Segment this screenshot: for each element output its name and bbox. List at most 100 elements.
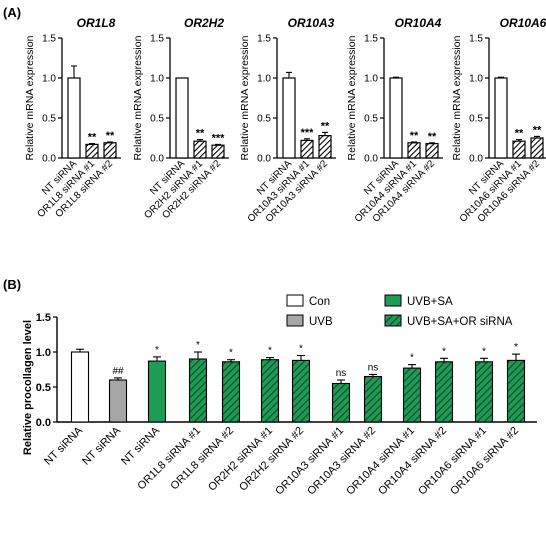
y-tick-label: 0.0 bbox=[150, 154, 164, 165]
y-axis-label: Relative mRNA expression bbox=[239, 35, 251, 160]
y-axis-label: Relative mRNA expression bbox=[24, 35, 36, 160]
y-tick-label: 0.0 bbox=[42, 154, 56, 165]
chart-or1l8: OR1L8 Relative mRNA expression 0.0 0.5 1.0 1.… bbox=[24, 16, 121, 220]
significance-label: ## bbox=[112, 366, 124, 377]
chart-title: OR10A6 bbox=[500, 16, 546, 30]
chart-or2h2: OR2H2 Relative mRNA expression 0.0 0.5 1.0 1.… bbox=[132, 16, 229, 221]
significance-label: * bbox=[299, 344, 303, 355]
chart-title: OR1L8 bbox=[77, 16, 116, 30]
bar bbox=[318, 135, 332, 159]
y-tick-label: 0.5 bbox=[42, 114, 56, 125]
bar bbox=[512, 140, 526, 159]
bar bbox=[494, 77, 508, 159]
panel-b-chart: Relative procollagen level 0.0 0.5 1.0 1.5 NT… bbox=[22, 294, 537, 498]
bar bbox=[188, 358, 208, 423]
significance-label: ** bbox=[428, 131, 437, 143]
bar bbox=[300, 139, 314, 159]
significance-label: * bbox=[229, 348, 233, 359]
chart-or10a4: OR10A4 Relative mRNA expression 0.0 0.5 1.0 1… bbox=[346, 16, 443, 225]
bar bbox=[474, 361, 494, 423]
bar bbox=[260, 359, 280, 423]
y-tick-label: 1.0 bbox=[150, 74, 164, 85]
y-tick-label: 1.0 bbox=[42, 74, 56, 85]
bar bbox=[103, 142, 117, 159]
chart-or10a6: OR10A6 Relative mRNA expression 0.0 0.5 1.0 1… bbox=[451, 16, 546, 225]
bar bbox=[193, 140, 207, 159]
chart-title: OR10A3 bbox=[288, 16, 335, 30]
y-tick-label: 1.5 bbox=[469, 34, 483, 45]
y-axis-label: Relative procollagen level bbox=[22, 320, 34, 455]
significance-label: * bbox=[268, 346, 272, 357]
chart-title: OR10A4 bbox=[395, 16, 442, 30]
bar bbox=[221, 361, 241, 423]
legend-swatch bbox=[384, 314, 402, 327]
significance-label: * bbox=[196, 340, 200, 351]
legend: Con UVB UVB+SA UVB+SA+OR siRNA bbox=[286, 294, 513, 328]
chart-title: OR2H2 bbox=[184, 16, 224, 30]
y-tick-label: 0.0 bbox=[469, 154, 483, 165]
chart-or10a3: OR10A3 Relative mRNA expression 0.0 0.5 1.0 1… bbox=[239, 16, 336, 225]
significance-label: * bbox=[410, 353, 414, 364]
bar bbox=[425, 143, 439, 159]
bar bbox=[108, 379, 128, 423]
legend-swatch bbox=[384, 294, 402, 307]
significance-label: * bbox=[514, 342, 518, 353]
significance-label: ** bbox=[321, 120, 330, 132]
y-tick-label: 0.5 bbox=[36, 382, 51, 394]
significance-label: * bbox=[442, 346, 446, 357]
panel-a-label: (A) bbox=[3, 5, 21, 20]
legend-label: UVB+SA bbox=[407, 296, 453, 308]
significance-label: ns bbox=[336, 368, 347, 379]
bar bbox=[70, 351, 90, 423]
bar bbox=[434, 361, 454, 423]
bar bbox=[147, 360, 167, 423]
legend-swatch bbox=[286, 294, 304, 307]
y-axis-label: Relative mRNA expression bbox=[132, 35, 144, 160]
y-tick-label: 0.5 bbox=[469, 114, 483, 125]
y-tick-label: 0.5 bbox=[150, 114, 164, 125]
significance-label: * bbox=[155, 345, 159, 356]
significance-label: ** bbox=[515, 128, 524, 140]
legend-label: UVB bbox=[309, 316, 333, 328]
significance-label: * bbox=[482, 346, 486, 357]
significance-label: *** bbox=[212, 132, 226, 144]
y-axis-label: Relative mRNA expression bbox=[451, 35, 463, 160]
significance-label: ** bbox=[106, 130, 115, 142]
legend-label: UVB+SA+OR siRNA bbox=[407, 316, 513, 328]
bar bbox=[530, 137, 544, 159]
y-axis-label: Relative mRNA expression bbox=[346, 35, 358, 160]
bar bbox=[331, 382, 351, 423]
bar bbox=[211, 144, 225, 159]
y-tick-label: 0.0 bbox=[36, 417, 51, 429]
bar bbox=[389, 77, 403, 159]
y-tick-label: 1.5 bbox=[42, 34, 56, 45]
legend-label: Con bbox=[309, 296, 330, 308]
bar bbox=[506, 359, 526, 423]
y-tick-label: 0.5 bbox=[364, 114, 378, 125]
category-label: NT siRNA bbox=[42, 424, 85, 467]
y-tick-label: 1.5 bbox=[150, 34, 164, 45]
bar bbox=[363, 375, 383, 423]
bar bbox=[407, 142, 421, 159]
y-tick-label: 1.0 bbox=[364, 74, 378, 85]
panel-a-charts: OR1L8 Relative mRNA expression 0.0 0.5 1.0 1.… bbox=[24, 16, 546, 225]
legend-swatch bbox=[286, 314, 304, 327]
bar bbox=[402, 367, 422, 423]
significance-label: ** bbox=[533, 124, 542, 136]
significance-label: ns bbox=[368, 362, 379, 373]
category-label: NT siRNA bbox=[80, 424, 123, 467]
bar bbox=[175, 77, 189, 159]
y-tick-label: 0.0 bbox=[257, 154, 271, 165]
y-tick-label: 1.5 bbox=[257, 34, 271, 45]
y-tick-label: 1.5 bbox=[364, 34, 378, 45]
y-tick-label: 1.0 bbox=[36, 347, 51, 359]
bar bbox=[67, 77, 81, 159]
y-tick-label: 1.0 bbox=[257, 74, 271, 85]
panel-b-label: (B) bbox=[3, 277, 21, 292]
category-label: NT siRNA bbox=[119, 424, 162, 467]
significance-label: ** bbox=[196, 128, 205, 140]
bar bbox=[291, 359, 311, 423]
significance-label: ** bbox=[410, 130, 419, 142]
procollagen-chart: Relative procollagen level 0.0 0.5 1.0 1.5 NT… bbox=[22, 294, 537, 498]
